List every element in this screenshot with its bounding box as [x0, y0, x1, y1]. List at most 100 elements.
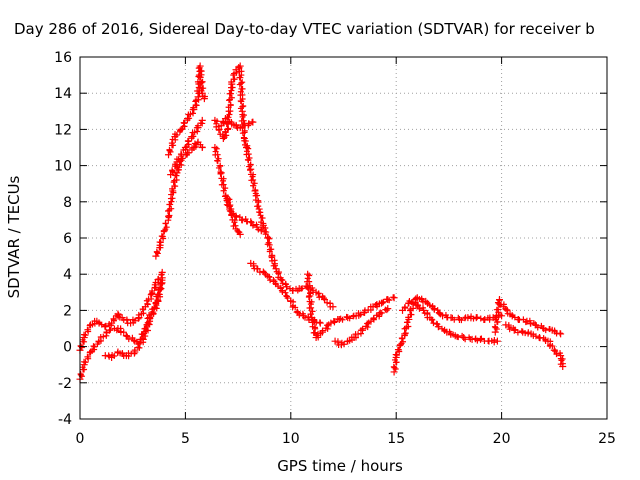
- chart-title: Day 286 of 2016, Sidereal Day-to-day VTE…: [14, 20, 595, 38]
- series-track-i: [211, 144, 265, 235]
- series-trace: [162, 214, 172, 233]
- series-trace: [484, 314, 493, 323]
- series-trace: [222, 115, 235, 126]
- data-point: [177, 125, 185, 133]
- data-points: [76, 62, 567, 383]
- data-point: [384, 305, 392, 313]
- series-trace: [115, 311, 123, 321]
- series-trace: [449, 314, 462, 323]
- series-track-e: [165, 62, 208, 159]
- grid: [80, 57, 607, 419]
- data-point: [238, 216, 246, 224]
- series-trace: [442, 311, 451, 321]
- series-trace: [551, 327, 564, 337]
- y-tick-label: 8: [63, 195, 72, 211]
- series-trace: [412, 299, 420, 309]
- series-trace: [305, 293, 316, 318]
- series-trace: [77, 364, 88, 380]
- series-track-a: [76, 268, 166, 354]
- data-point: [384, 296, 392, 304]
- plot-frame: [79, 56, 608, 420]
- series-trace: [166, 136, 179, 155]
- data-point: [413, 301, 421, 309]
- series-trace: [233, 214, 245, 224]
- series-trace: [221, 128, 230, 141]
- y-tick-label: 2: [63, 303, 72, 319]
- x-axis-label: GPS time / hours: [277, 457, 403, 475]
- series-trace: [516, 316, 529, 326]
- series-trace: [472, 335, 481, 344]
- series-trace: [89, 317, 98, 328]
- data-point: [87, 348, 95, 356]
- series-trace: [512, 326, 525, 336]
- x-tick-label: 25: [598, 431, 616, 447]
- data-point: [198, 116, 206, 124]
- series-track-j: [224, 194, 244, 238]
- series-trace: [191, 140, 200, 150]
- series-trace: [236, 64, 247, 112]
- series-trace: [319, 321, 332, 334]
- data-point: [396, 341, 404, 349]
- series-trace: [522, 329, 532, 337]
- series-trace: [359, 319, 372, 332]
- axis-ticks: [79, 56, 608, 420]
- y-tick-label: 0: [63, 340, 72, 356]
- data-point: [236, 230, 244, 238]
- series-trace: [526, 317, 537, 327]
- series-trace: [390, 356, 400, 373]
- series-trace: [379, 296, 390, 306]
- series-trace: [309, 317, 320, 339]
- data-point: [224, 125, 232, 133]
- series-trace: [252, 190, 262, 210]
- series-trace: [169, 161, 180, 175]
- series-trace: [133, 336, 144, 345]
- x-tick-label: 10: [282, 431, 300, 447]
- series-trace: [338, 338, 351, 348]
- series-trace: [185, 145, 196, 156]
- data-point: [390, 294, 398, 302]
- data-point: [460, 334, 468, 342]
- series-trace: [164, 189, 177, 219]
- data-point: [272, 265, 280, 273]
- series-trace: [346, 334, 356, 344]
- data-point: [200, 95, 208, 103]
- series-trace: [124, 333, 137, 344]
- data-point: [114, 310, 122, 318]
- data-point: [557, 330, 565, 338]
- series-trace: [146, 299, 160, 322]
- series-trace: [255, 226, 265, 233]
- series-trace: [474, 314, 487, 324]
- series-trace: [242, 216, 251, 225]
- series-trace: [153, 244, 164, 257]
- series-trace: [428, 316, 441, 328]
- x-tick-label: 0: [76, 431, 85, 447]
- data-point: [439, 312, 447, 320]
- x-tick-label: 5: [181, 431, 190, 447]
- series-trace: [283, 283, 296, 294]
- tick-labels: 0 5 10 15 20 25 -4 -2 0 2 4 6 8 10 12 14 16: [54, 50, 616, 447]
- y-tick-label: 4: [63, 267, 72, 283]
- series-track-o: [390, 299, 501, 376]
- series-track-d: [152, 138, 206, 260]
- series-trace: [235, 64, 242, 72]
- data-point: [249, 118, 257, 126]
- series-trace: [196, 64, 207, 94]
- series-trace: [81, 322, 93, 339]
- data-point: [198, 144, 206, 151]
- series-trace: [248, 219, 260, 229]
- series-trace: [264, 235, 276, 259]
- series-track-r: [502, 321, 567, 371]
- series-trace: [217, 170, 229, 199]
- series-trace: [155, 277, 166, 304]
- data-point: [257, 227, 265, 235]
- series-trace: [107, 325, 120, 334]
- series-trace: [552, 348, 564, 358]
- data-point: [329, 303, 337, 311]
- series-track-p: [399, 294, 506, 324]
- series-trace: [278, 276, 289, 288]
- data-point: [181, 144, 189, 151]
- series-trace: [415, 302, 427, 312]
- series-trace: [190, 96, 202, 111]
- series-trace: [250, 260, 258, 272]
